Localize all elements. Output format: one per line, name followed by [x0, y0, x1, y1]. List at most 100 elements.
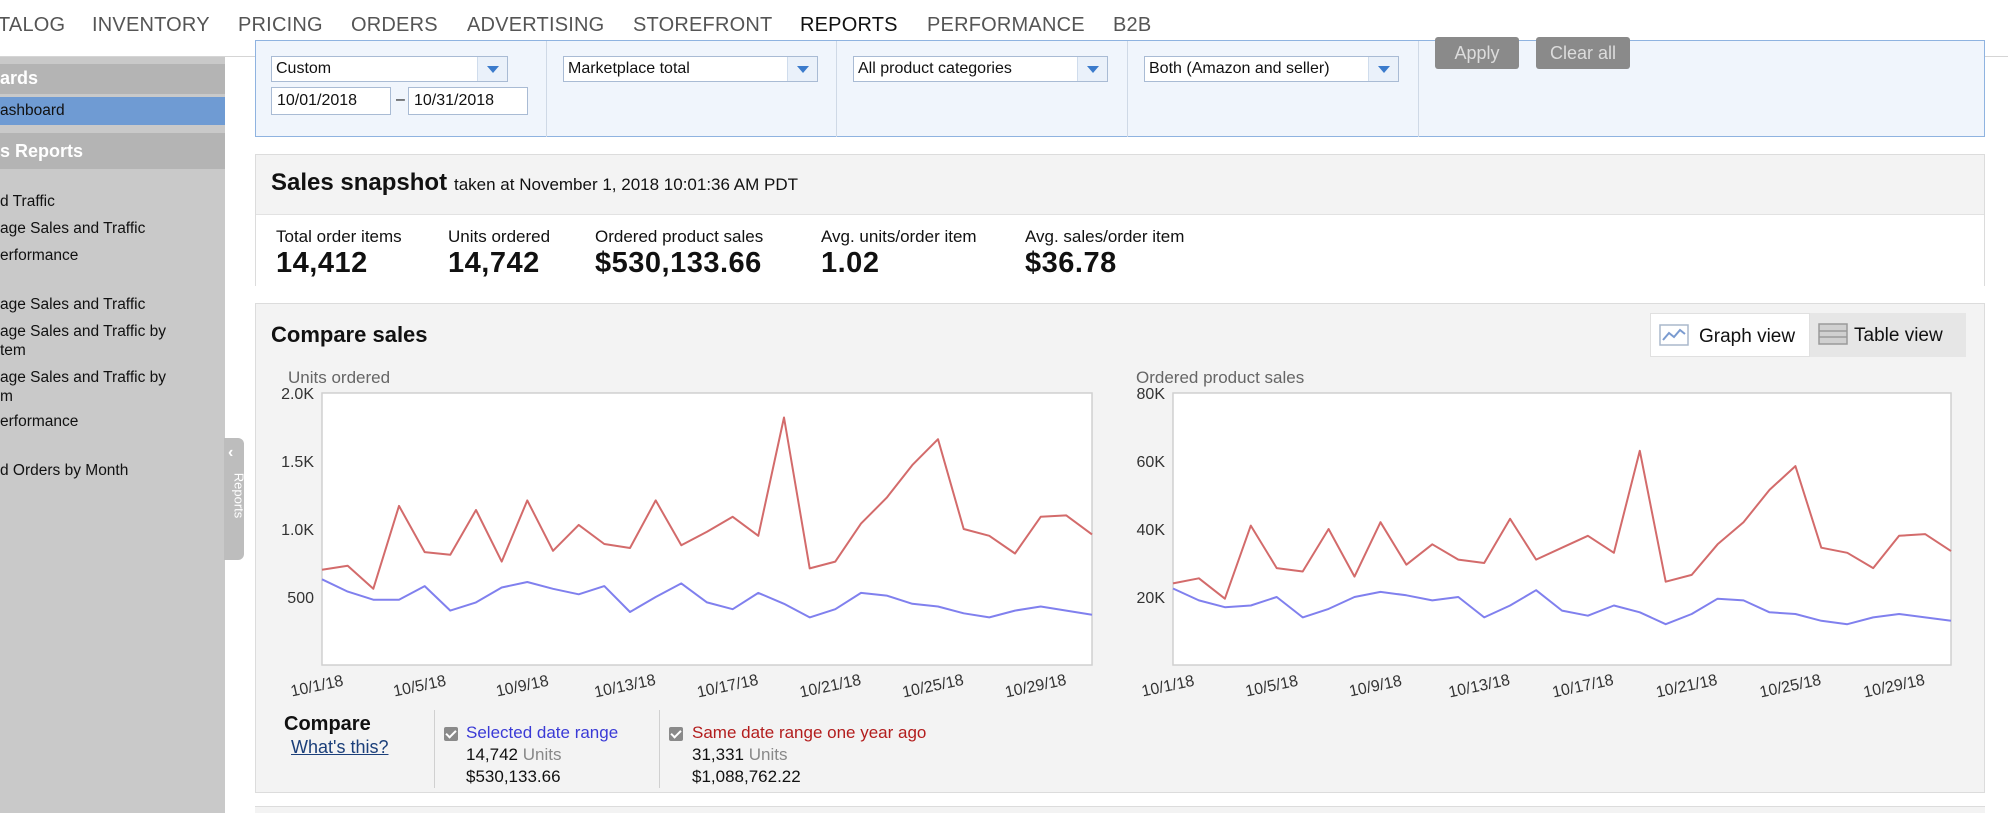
- sidebar-item-report[interactable]: erformance: [0, 247, 79, 264]
- sidebar-item-report[interactable]: age Sales and Traffic: [0, 220, 146, 237]
- selected-range-label: Selected date range: [466, 723, 619, 742]
- units-value: 31,331: [692, 745, 744, 764]
- metric-label: Units ordered: [448, 227, 551, 246]
- x-tick-label: 10/13/18: [1447, 672, 1512, 702]
- series-line-prior-year: [321, 416, 1093, 590]
- x-tick-label: 10/25/18: [901, 672, 966, 702]
- sidebar-heading-dashboards: ards: [0, 64, 225, 94]
- date-preset-value: Custom: [276, 60, 332, 77]
- y-tick-label: 60K: [1137, 454, 1166, 471]
- x-tick-label: 10/17/18: [1551, 672, 1616, 702]
- nav-tab-pricing[interactable]: PRICING: [238, 14, 323, 36]
- whats-this-link[interactable]: What's this?: [291, 737, 389, 757]
- plot-area: [321, 392, 1093, 666]
- next-panel-edge: [255, 806, 1985, 813]
- y-tick-label: 80K: [1137, 387, 1166, 403]
- series-line-selected-range: [1172, 587, 1952, 626]
- metric-label: Avg. sales/order item: [1025, 227, 1185, 246]
- graph-view-button[interactable]: Graph view: [1650, 313, 1810, 357]
- sidebar-item-report-cont[interactable]: tem: [0, 342, 26, 359]
- view-toggle: Graph view Table view: [1650, 313, 1966, 357]
- sidebar-item-report[interactable]: d Orders by Month: [0, 462, 129, 479]
- sidebar-item-report[interactable]: age Sales and Traffic by: [0, 323, 167, 340]
- apply-button[interactable]: Apply: [1435, 37, 1519, 69]
- sidebar-item-report[interactable]: age Sales and Traffic by: [0, 369, 167, 386]
- ordered-product-sales-chart: 20K 40K 60K 80K 10/1/18 10/5/18 10/9/18 10/13/1…: [1137, 387, 1952, 702]
- nav-tab-catalog[interactable]: TALOG: [0, 14, 66, 36]
- metric-value: $530,133.66: [595, 247, 762, 279]
- x-tick-label: 10/1/18: [1140, 673, 1196, 701]
- units-unit: Units: [748, 745, 788, 764]
- prior-year-label: Same date range one year ago: [692, 723, 927, 742]
- units-value: 14,742: [466, 745, 518, 764]
- nav-tab-orders[interactable]: ORDERS: [351, 14, 438, 36]
- metric-value: $36.78: [1025, 247, 1117, 279]
- filter-divider: [836, 41, 837, 137]
- compare-legend-title: Compare: [284, 713, 371, 735]
- x-tick-label: 10/21/18: [798, 672, 863, 702]
- table-icon: [1818, 323, 1848, 345]
- clear-all-button[interactable]: Clear all: [1536, 37, 1630, 69]
- sidebar-collapse-handle[interactable]: ‹ Reports: [224, 438, 247, 560]
- sidebar-item-report-cont[interactable]: m: [0, 388, 13, 405]
- sidebar-handle-label: Reports: [231, 472, 247, 519]
- category-select[interactable]: All product categories: [853, 56, 1108, 82]
- fulfillment-value: Both (Amazon and seller): [1149, 60, 1330, 77]
- y-tick-label: 1.0K: [281, 522, 314, 539]
- dropdown-arrow-icon: [477, 57, 507, 81]
- selected-range-checkbox[interactable]: [444, 727, 458, 741]
- sidebar-heading-reports: s Reports: [0, 133, 225, 169]
- prior-year-sales: $1,088,762.22: [692, 767, 801, 786]
- chart-sales-title: Ordered product sales: [1136, 368, 1305, 387]
- nav-tab-performance[interactable]: PERFORMANCE: [927, 14, 1085, 36]
- marketplace-select[interactable]: Marketplace total: [563, 56, 818, 82]
- metric-value: 14,412: [276, 247, 368, 279]
- chart-units-title: Units ordered: [288, 368, 391, 387]
- date-preset-select[interactable]: Custom: [271, 56, 508, 82]
- graph-view-label: Graph view: [1699, 326, 1796, 347]
- units-unit: Units: [522, 745, 562, 764]
- legend-divider: [434, 710, 435, 788]
- nav-tab-b2b[interactable]: B2B: [1113, 14, 1152, 36]
- x-tick-label: 10/5/18: [392, 673, 448, 701]
- marketplace-value: Marketplace total: [568, 60, 690, 77]
- metric-value: 14,742: [448, 247, 540, 279]
- sidebar-item-dashboard[interactable]: ashboard: [0, 97, 225, 125]
- filter-divider: [546, 41, 547, 137]
- x-tick-label: 10/9/18: [1348, 673, 1404, 701]
- table-view-button[interactable]: Table view: [1810, 313, 1966, 357]
- date-to-input[interactable]: 10/31/2018: [408, 87, 528, 115]
- sidebar-item-report[interactable]: d Traffic: [0, 193, 55, 210]
- dropdown-arrow-icon: [1368, 57, 1398, 81]
- chevron-left-icon: ‹: [228, 444, 234, 461]
- snapshot-timestamp: taken at November 1, 2018 10:01:36 AM PD…: [454, 175, 798, 194]
- x-tick-label: 10/25/18: [1758, 672, 1823, 702]
- sidebar-item-report[interactable]: age Sales and Traffic: [0, 296, 146, 313]
- category-value: All product categories: [858, 60, 1012, 77]
- y-tick-label: 40K: [1137, 522, 1166, 539]
- date-range-separator: –: [396, 91, 405, 108]
- fulfillment-select[interactable]: Both (Amazon and seller): [1144, 56, 1399, 82]
- x-tick-label: 10/17/18: [696, 672, 761, 702]
- plot-area: [1172, 392, 1952, 666]
- compare-legend: Compare What's this? Selected date range…: [256, 704, 1256, 794]
- x-tick-label: 10/29/18: [1004, 672, 1069, 702]
- series-line-selected-range: [321, 578, 1093, 619]
- nav-tab-inventory[interactable]: INVENTORY: [92, 14, 210, 36]
- sidebar-item-report[interactable]: erformance: [0, 413, 79, 430]
- x-tick-label: 10/21/18: [1655, 672, 1720, 702]
- units-ordered-chart: 500 1.0K 1.5K 2.0K 10/1/18 10/5/18 10/9/18 10/1…: [281, 387, 1093, 702]
- nav-tab-storefront[interactable]: STOREFRONT: [633, 14, 773, 36]
- nav-tab-reports[interactable]: REPORTS: [800, 14, 898, 36]
- x-tick-label: 10/13/18: [593, 672, 658, 702]
- y-tick-label: 20K: [1137, 590, 1166, 607]
- filter-divider: [1127, 41, 1128, 137]
- sales-snapshot-title: Sales snapshot: [271, 169, 448, 196]
- metric-value: 1.02: [821, 247, 880, 279]
- prior-year-checkbox[interactable]: [669, 727, 683, 741]
- date-from-input[interactable]: 10/01/2018: [271, 87, 391, 115]
- table-view-label: Table view: [1854, 325, 1943, 346]
- nav-tab-advertising[interactable]: ADVERTISING: [467, 14, 605, 36]
- filter-divider: [1418, 41, 1419, 137]
- metric-label: Total order items: [276, 227, 402, 246]
